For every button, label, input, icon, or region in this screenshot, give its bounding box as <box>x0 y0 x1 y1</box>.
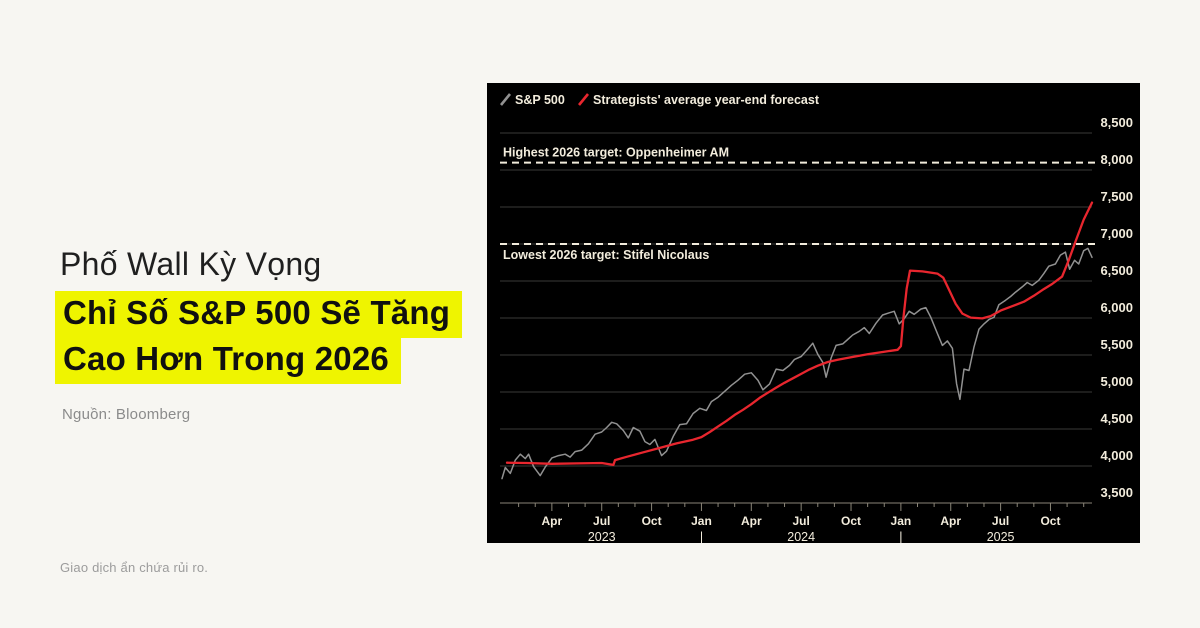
y-axis-tick-label: 4,000 <box>1100 448 1133 463</box>
legend-label: S&P 500 <box>515 93 565 107</box>
x-axis-tick-label: Oct <box>642 514 662 528</box>
x-axis-tick-label: Jul <box>792 514 809 528</box>
x-axis-tick-label: Jan <box>891 514 912 528</box>
y-axis-tick-label: 7,500 <box>1100 189 1133 204</box>
x-axis-year-label: 2023 <box>588 530 616 543</box>
y-axis-tick-label: 8,500 <box>1100 115 1133 130</box>
sp500-series-line <box>501 247 1093 480</box>
forecast-series-line <box>505 201 1094 467</box>
target-annotation-label: Highest 2026 target: Oppenheimer AM <box>503 146 729 160</box>
y-axis-tick-label: 6,000 <box>1100 300 1133 315</box>
x-axis-tick-label: Apr <box>940 514 961 528</box>
x-axis-tick-label: Jan <box>691 514 712 528</box>
headline-line3: Cao Hơn Trong 2026 <box>55 337 401 384</box>
x-axis-year-label: 2025 <box>987 530 1015 543</box>
x-axis-year-label: | <box>700 530 703 543</box>
headline-line2: Chỉ Số S&P 500 Sẽ Tăng <box>55 291 463 338</box>
x-axis-tick-label: Apr <box>741 514 762 528</box>
target-annotation-label: Lowest 2026 target: Stifel Nicolaus <box>503 248 709 262</box>
y-axis-tick-label: 3,500 <box>1100 485 1133 500</box>
x-axis-tick-label: Oct <box>1040 514 1060 528</box>
legend-slash-icon <box>577 93 590 106</box>
y-axis-tick-label: 8,000 <box>1100 152 1133 167</box>
y-axis-tick-label: 6,500 <box>1100 263 1133 278</box>
y-axis-tick-label: 4,500 <box>1100 411 1133 426</box>
x-axis-year-label: | <box>899 530 902 543</box>
y-axis-tick-label: 5,000 <box>1100 374 1133 389</box>
legend-slash-icon <box>499 93 512 106</box>
headline-highlight-text-2: Cao Hơn Trong 2026 <box>55 337 401 384</box>
headline-line1: Phố Wall Kỳ Vọng <box>60 246 322 282</box>
y-axis-tick-label: 7,000 <box>1100 226 1133 241</box>
sp500-forecast-chart: 8,500 8,000 7,500 7,000 6,500 6,000 5,500 5,000… <box>499 93 1133 543</box>
chart-panel: 8,500 8,000 7,500 7,000 6,500 6,000 5,500 5,000… <box>487 83 1140 543</box>
x-axis-tick-label: Oct <box>841 514 861 528</box>
x-axis-tick-label: Jul <box>992 514 1009 528</box>
x-axis-tick-label: Apr <box>542 514 563 528</box>
headline-highlight-text-1: Chỉ Số S&P 500 Sẽ Tăng <box>55 291 463 338</box>
x-axis-tick-label: Jul <box>593 514 610 528</box>
source-credit: Nguồn: Bloomberg <box>62 406 191 423</box>
disclaimer-text: Giao dịch ẩn chứa rủi ro. <box>60 560 209 575</box>
x-axis-year-label: 2024 <box>787 530 815 543</box>
y-axis-tick-label: 5,500 <box>1100 337 1133 352</box>
legend-label: Strategists' average year-end forecast <box>593 93 820 107</box>
